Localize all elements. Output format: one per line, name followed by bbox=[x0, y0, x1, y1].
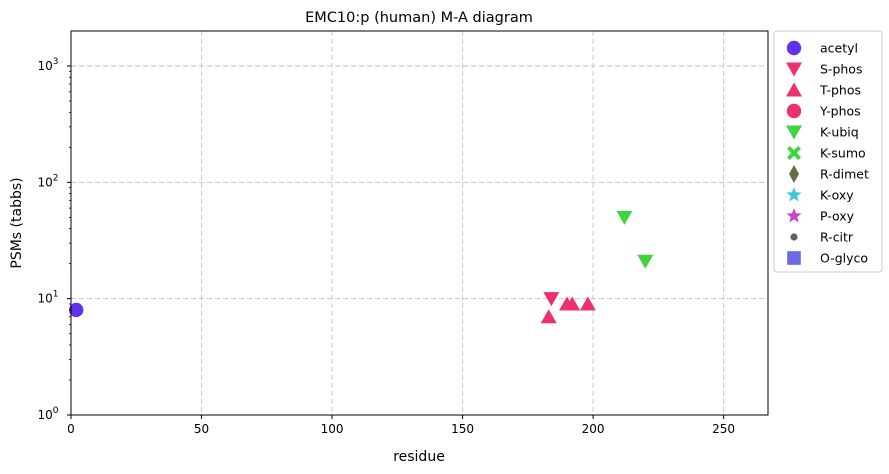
grid-lines bbox=[71, 31, 768, 415]
legend-item-y-phos: Y-phos bbox=[786, 103, 861, 119]
legend: acetyl S-phos T-phos Y-phos K-ubiq K-sumo R-di… bbox=[773, 30, 883, 273]
legend-marker bbox=[789, 165, 799, 183]
y-tick-label: 102 bbox=[37, 173, 58, 189]
data-point-t-phos bbox=[579, 296, 596, 311]
x-axis-ticks: 0 50 100 150 200 250 bbox=[67, 415, 735, 436]
legend-item-k-sumo: K-sumo bbox=[787, 146, 866, 161]
legend-item-s-phos: S-phos bbox=[786, 62, 862, 77]
chart-title: EMC10:p (human) M-A diagram bbox=[305, 10, 533, 26]
legend-label: Y-phos bbox=[819, 104, 861, 119]
legend-label: K-ubiq bbox=[820, 125, 859, 140]
legend-item-p-oxy: P-oxy bbox=[786, 208, 855, 224]
x-tick-label: 50 bbox=[194, 422, 209, 436]
x-tick-label: 250 bbox=[712, 422, 735, 436]
legend-frame bbox=[773, 30, 883, 273]
legend-label: K-oxy bbox=[820, 188, 854, 203]
legend-label: acetyl bbox=[820, 41, 858, 56]
legend-marker bbox=[787, 251, 801, 265]
data-point-k-ubiq bbox=[637, 254, 654, 269]
x-tick-label: 0 bbox=[67, 422, 75, 436]
y-axis-ticks: 100 101 102 103 bbox=[37, 57, 71, 422]
legend-marker bbox=[786, 208, 802, 223]
y-axis-label: PSMs (tabbs) bbox=[9, 177, 25, 268]
x-tick-label: 150 bbox=[451, 422, 474, 436]
legend-item-k-ubiq: K-ubiq bbox=[786, 125, 859, 140]
legend-item-k-oxy: K-oxy bbox=[786, 187, 854, 203]
data-point-t-phos bbox=[564, 296, 581, 311]
legend-item-t-phos: T-phos bbox=[786, 82, 861, 98]
legend-label: P-oxy bbox=[820, 209, 855, 224]
y-tick-label: 100 bbox=[37, 406, 58, 422]
legend-marker bbox=[786, 187, 802, 202]
legend-marker bbox=[786, 40, 802, 56]
legend-label: K-sumo bbox=[820, 146, 866, 161]
legend-label: O-glyco bbox=[820, 251, 868, 266]
x-tick-label: 100 bbox=[321, 422, 344, 436]
data-point-k-ubiq bbox=[616, 210, 633, 225]
data-point-acetyl bbox=[69, 302, 84, 318]
legend-marker bbox=[786, 82, 802, 97]
legend-item-r-dimet: R-dimet bbox=[789, 165, 869, 183]
legend-marker bbox=[787, 146, 801, 160]
legend-marker bbox=[786, 62, 802, 77]
legend-item-r-citr: R-citr bbox=[790, 230, 854, 245]
legend-marker bbox=[790, 233, 798, 241]
data-point-t-phos bbox=[540, 309, 557, 324]
legend-marker bbox=[786, 103, 802, 119]
data-point-s-phos bbox=[543, 292, 560, 307]
legend-marker bbox=[786, 125, 802, 140]
legend-item-o-glyco: O-glyco bbox=[787, 251, 868, 266]
y-tick-label: 101 bbox=[37, 290, 58, 306]
legend-label: T-phos bbox=[819, 83, 861, 98]
legend-label: R-citr bbox=[820, 230, 854, 245]
y-tick-label: 103 bbox=[37, 57, 58, 73]
legend-label: S-phos bbox=[820, 62, 862, 77]
plot-frame bbox=[70, 30, 769, 416]
data-points bbox=[69, 210, 654, 324]
x-tick-label: 200 bbox=[582, 422, 605, 436]
legend-label: R-dimet bbox=[820, 167, 869, 182]
legend-item-acetyl: acetyl bbox=[786, 40, 858, 56]
x-axis-label: residue bbox=[393, 449, 445, 465]
